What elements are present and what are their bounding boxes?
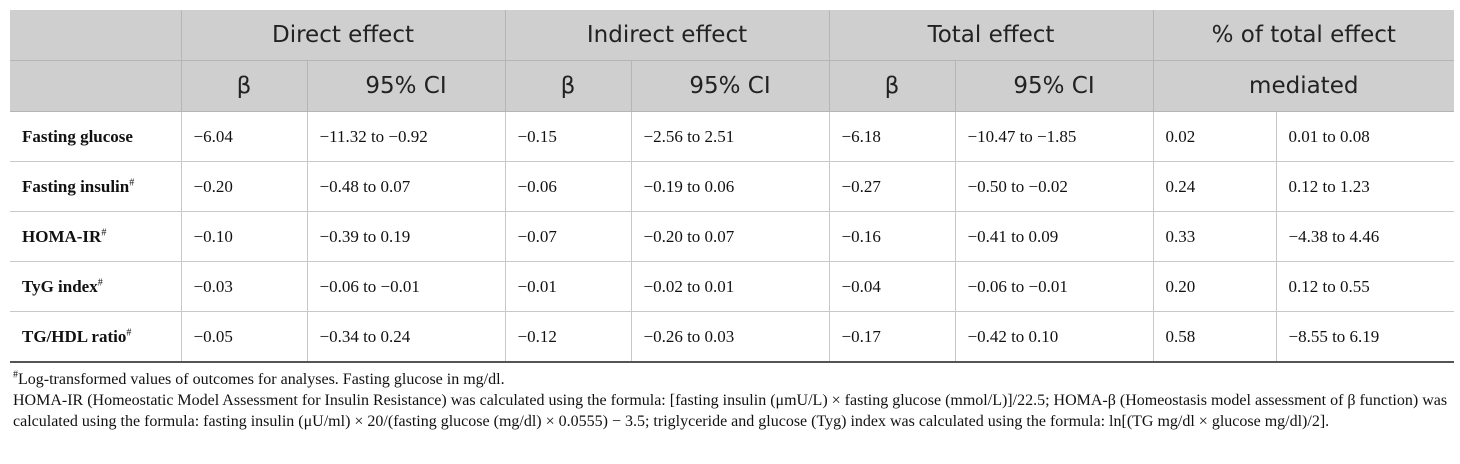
cell-estimate: −6.18 (828, 111, 956, 162)
cell-estimate: −0.12 (504, 311, 632, 363)
table-row: Fasting glucose −6.04 −11.32 to −0.92 −0.15… (10, 111, 1455, 162)
cell-ci: −0.20 to 0.07 (630, 211, 830, 262)
cell-estimate: −0.27 (828, 161, 956, 212)
subheader-beta: β (828, 60, 956, 112)
row-label: TyG index# (10, 261, 182, 312)
header-direct-effect: Direct effect (180, 10, 506, 61)
cell-estimate: −0.01 (504, 261, 632, 312)
cell-estimate: −0.16 (828, 211, 956, 262)
table-header: Direct effect Indirect effect Total effe… (10, 10, 1455, 112)
footnote-mark: # (97, 276, 103, 288)
footnote-mark: # (129, 176, 135, 188)
cell-estimate: −0.17 (828, 311, 956, 363)
cell-ci: −0.34 to 0.24 (306, 311, 506, 363)
cell-estimate: −0.03 (180, 261, 308, 312)
table-footnotes: #Log-transformed values of outcomes for … (10, 369, 1454, 432)
row-label: Fasting insulin# (10, 161, 182, 212)
row-label: TG/HDL ratio# (10, 311, 182, 363)
cell-ci: −0.19 to 0.06 (630, 161, 830, 212)
row-label-text: TG/HDL ratio (22, 326, 127, 346)
cell-estimate: −0.20 (180, 161, 308, 212)
table-row: TyG index# −0.03 −0.06 to −0.01 −0.01 −0.02 … (10, 261, 1455, 312)
cell-estimate: −0.05 (180, 311, 308, 363)
cell-ci: −0.41 to 0.09 (954, 211, 1154, 262)
cell-ci: −2.56 to 2.51 (630, 111, 830, 162)
subheader-ci: 95% CI (630, 60, 830, 112)
cell-ci: −10.47 to −1.85 (954, 111, 1154, 162)
cell-estimate: −0.07 (504, 211, 632, 262)
row-label-text: HOMA-IR (22, 226, 102, 246)
cell-ci: −0.50 to −0.02 (954, 161, 1154, 212)
cell-estimate: −0.15 (504, 111, 632, 162)
cell-ci: −8.55 to 6.19 (1275, 311, 1455, 363)
row-label-text: TyG index (22, 276, 98, 296)
subheader-beta: β (180, 60, 308, 112)
footnote-mark: # (126, 326, 132, 338)
row-label: Fasting glucose (10, 111, 182, 162)
cell-estimate: 0.02 (1152, 111, 1277, 162)
cell-estimate: −0.10 (180, 211, 308, 262)
cell-ci: −0.26 to 0.03 (630, 311, 830, 363)
subheader-ci: 95% CI (954, 60, 1154, 112)
cell-ci: 0.12 to 1.23 (1275, 161, 1455, 212)
results-table-container: Direct effect Indirect effect Total effe… (10, 10, 1455, 432)
mediation-results-table: Direct effect Indirect effect Total effe… (10, 10, 1455, 363)
footnote-mark: # (13, 369, 18, 381)
cell-ci: −0.39 to 0.19 (306, 211, 506, 262)
cell-estimate: −0.06 (504, 161, 632, 212)
cell-ci: −0.06 to −0.01 (954, 261, 1154, 312)
header-indirect-effect: Indirect effect (504, 10, 830, 61)
subheader-ci: 95% CI (306, 60, 506, 112)
table-body: Fasting glucose −6.04 −11.32 to −0.92 −0.15… (10, 111, 1455, 363)
cell-ci: −0.48 to 0.07 (306, 161, 506, 212)
cell-ci: −11.32 to −0.92 (306, 111, 506, 162)
cell-estimate: 0.24 (1152, 161, 1277, 212)
cell-ci: −0.42 to 0.10 (954, 311, 1154, 363)
header-blank-cell (10, 10, 182, 61)
cell-ci: 0.01 to 0.08 (1275, 111, 1455, 162)
subheader-beta: β (504, 60, 632, 112)
cell-ci: −0.06 to −0.01 (306, 261, 506, 312)
cell-estimate: 0.33 (1152, 211, 1277, 262)
cell-estimate: −6.04 (180, 111, 308, 162)
header-row-sub: β 95% CI β 95% CI β 95% CI mediated (10, 60, 1455, 112)
row-label-text: Fasting insulin (22, 176, 130, 196)
cell-estimate: 0.58 (1152, 311, 1277, 363)
header-percent-total-effect: % of total effect (1152, 10, 1455, 61)
cell-ci: 0.12 to 0.55 (1275, 261, 1455, 312)
cell-estimate: −0.04 (828, 261, 956, 312)
header-total-effect: Total effect (828, 10, 1154, 61)
row-label: HOMA-IR# (10, 211, 182, 262)
footnote-1: #Log-transformed values of outcomes for … (13, 369, 1454, 390)
table-row: Fasting insulin# −0.20 −0.48 to 0.07 −0.06−… (10, 161, 1455, 212)
row-label-text: Fasting glucose (22, 126, 133, 146)
table-row: HOMA-IR# −0.10 −0.39 to 0.19 −0.07 −0.20 to … (10, 211, 1455, 262)
header-blank-cell-2 (10, 60, 182, 112)
footnote-mark: # (101, 226, 107, 238)
footnote-1-text: Log-transformed values of outcomes for a… (18, 371, 505, 388)
subheader-mediated: mediated (1152, 60, 1455, 112)
cell-ci: −0.02 to 0.01 (630, 261, 830, 312)
cell-estimate: 0.20 (1152, 261, 1277, 312)
header-row-groups: Direct effect Indirect effect Total effe… (10, 10, 1455, 61)
cell-ci: −4.38 to 4.46 (1275, 211, 1455, 262)
table-row: TG/HDL ratio# −0.05 −0.34 to 0.24 −0.12 −0.2… (10, 311, 1455, 363)
footnote-2: HOMA-IR (Homeostatic Model Assessment fo… (13, 392, 1448, 430)
